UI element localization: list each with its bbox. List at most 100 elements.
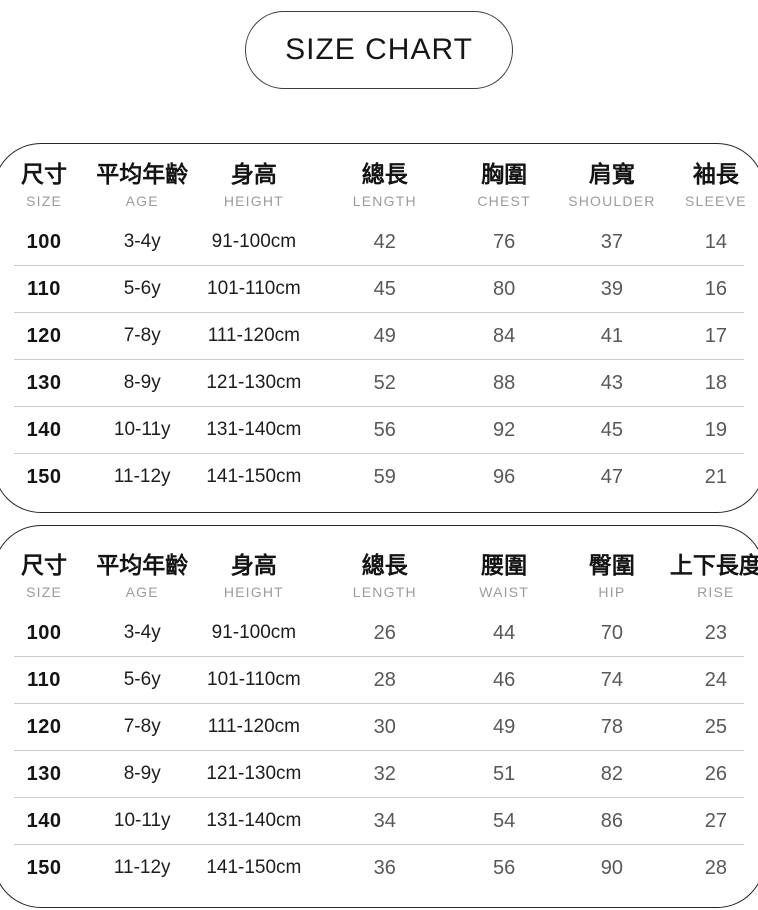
cell-size: 150: [26, 856, 62, 879]
table-row: 150 11-12y 141-150cm 36 56 90 28: [0, 845, 758, 891]
cell-size: 110: [27, 668, 61, 691]
cell-size: 130: [26, 762, 62, 785]
column-header-age: 平均年齡 AGE: [94, 550, 190, 602]
cell-height: 101-110cm: [207, 278, 301, 299]
table-row: 110 5-6y 101-110cm 45 80 39 16: [0, 266, 758, 312]
cell-hip: 82: [600, 762, 624, 785]
cell-size: 130: [26, 371, 62, 394]
cell-height: 141-150cm: [206, 466, 302, 487]
column-header-sleeve: 袖長 SLEEVE: [668, 159, 758, 211]
column-header-en: SHOULDER: [568, 193, 656, 209]
column-header-zh: 袖長: [692, 161, 739, 187]
column-header-en: RISE: [697, 584, 735, 600]
cell-age: 11-12y: [113, 857, 171, 878]
cell-age: 5-6y: [123, 669, 161, 690]
cell-sleeve: 17: [704, 324, 727, 347]
column-header-zh: 尺寸: [21, 161, 68, 187]
cell-shoulder: 47: [600, 465, 624, 488]
tops-size-table: 尺寸 SIZE 平均年齡 AGE 身高 HEIGHT 總長 LENGTH 胸圍 …: [0, 143, 758, 513]
column-header-rise: 上下長度 RISE: [668, 550, 758, 602]
column-header-age: 平均年齡 AGE: [94, 159, 190, 211]
row-divider: [14, 359, 744, 360]
cell-age: 7-8y: [123, 325, 161, 346]
row-divider: [14, 453, 744, 454]
row-divider: [14, 797, 744, 798]
cell-shoulder: 41: [600, 324, 624, 347]
column-header-zh: 身高: [230, 552, 277, 578]
cell-shoulder: 37: [600, 230, 624, 253]
cell-height: 131-140cm: [206, 810, 302, 831]
cell-chest: 76: [492, 230, 516, 253]
column-header-en: CHEST: [477, 193, 531, 209]
row-divider: [14, 406, 744, 407]
row-divider: [14, 312, 744, 313]
table-row: 150 11-12y 141-150cm 59 96 47 21: [0, 454, 758, 500]
page-title: SIZE CHART: [285, 33, 473, 66]
cell-shoulder: 45: [600, 418, 624, 441]
column-header-size: 尺寸 SIZE: [0, 159, 94, 211]
cell-rise: 23: [704, 621, 727, 644]
cell-height: 141-150cm: [206, 857, 302, 878]
cell-age: 3-4y: [123, 231, 161, 252]
cell-length: 49: [373, 324, 396, 347]
table-row: 100 3-4y 91-100cm 42 76 37 14: [0, 219, 758, 265]
cell-height: 91-100cm: [211, 622, 297, 643]
cell-hip: 70: [600, 621, 624, 644]
cell-length: 30: [373, 715, 396, 738]
column-header-zh: 腰圍: [481, 552, 528, 578]
cell-age: 3-4y: [123, 622, 161, 643]
cell-length: 45: [373, 277, 396, 300]
cell-length: 36: [373, 856, 396, 879]
column-header-zh: 平均年齡: [96, 552, 189, 578]
column-header-waist: 腰圍 WAIST: [452, 550, 556, 602]
column-header-zh: 總長: [361, 161, 408, 187]
column-header-en: LENGTH: [352, 584, 417, 600]
column-header-zh: 臀圍: [588, 552, 635, 578]
column-header-length: 總長 LENGTH: [317, 550, 452, 602]
cell-size: 140: [26, 809, 62, 832]
table-row: 130 8-9y 121-130cm 32 51 82 26: [0, 751, 758, 797]
column-header-en: SIZE: [26, 584, 62, 600]
cell-waist: 46: [492, 668, 516, 691]
cell-hip: 74: [600, 668, 624, 691]
cell-length: 52: [373, 371, 396, 394]
column-header-zh: 身高: [230, 161, 277, 187]
column-header-en: AGE: [125, 193, 159, 209]
column-header-en: AGE: [125, 584, 159, 600]
cell-shoulder: 43: [600, 371, 624, 394]
cell-chest: 92: [492, 418, 516, 441]
cell-rise: 28: [704, 856, 727, 879]
cell-age: 7-8y: [123, 716, 161, 737]
table-row: 140 10-11y 131-140cm 56 92 45 19: [0, 407, 758, 453]
column-header-height: 身高 HEIGHT: [190, 159, 317, 211]
cell-length: 32: [373, 762, 396, 785]
cell-waist: 44: [492, 621, 516, 644]
cell-rise: 24: [704, 668, 727, 691]
cell-length: 42: [373, 230, 396, 253]
cell-sleeve: 21: [704, 465, 727, 488]
column-header-size: 尺寸 SIZE: [0, 550, 94, 602]
column-header-chest: 胸圍 CHEST: [452, 159, 556, 211]
cell-height: 111-120cm: [207, 325, 300, 346]
table-row: 130 8-9y 121-130cm 52 88 43 18: [0, 360, 758, 406]
cell-age: 10-11y: [113, 810, 171, 831]
cell-size: 100: [26, 621, 62, 644]
cell-hip: 78: [600, 715, 624, 738]
cell-sleeve: 18: [704, 371, 727, 394]
cell-length: 26: [373, 621, 396, 644]
cell-age: 5-6y: [123, 278, 161, 299]
cell-length: 56: [373, 418, 396, 441]
cell-hip: 90: [600, 856, 624, 879]
cell-height: 91-100cm: [211, 231, 297, 252]
cell-size: 140: [26, 418, 62, 441]
column-header-zh: 胸圍: [481, 161, 528, 187]
cell-waist: 49: [492, 715, 516, 738]
table-row: 120 7-8y 111-120cm 30 49 78 25: [0, 704, 758, 750]
column-header-zh: 上下長度: [669, 552, 758, 578]
row-divider: [14, 265, 744, 266]
cell-height: 121-130cm: [206, 763, 302, 784]
cell-sleeve: 16: [704, 277, 727, 300]
cell-rise: 27: [704, 809, 727, 832]
row-divider: [14, 656, 744, 657]
